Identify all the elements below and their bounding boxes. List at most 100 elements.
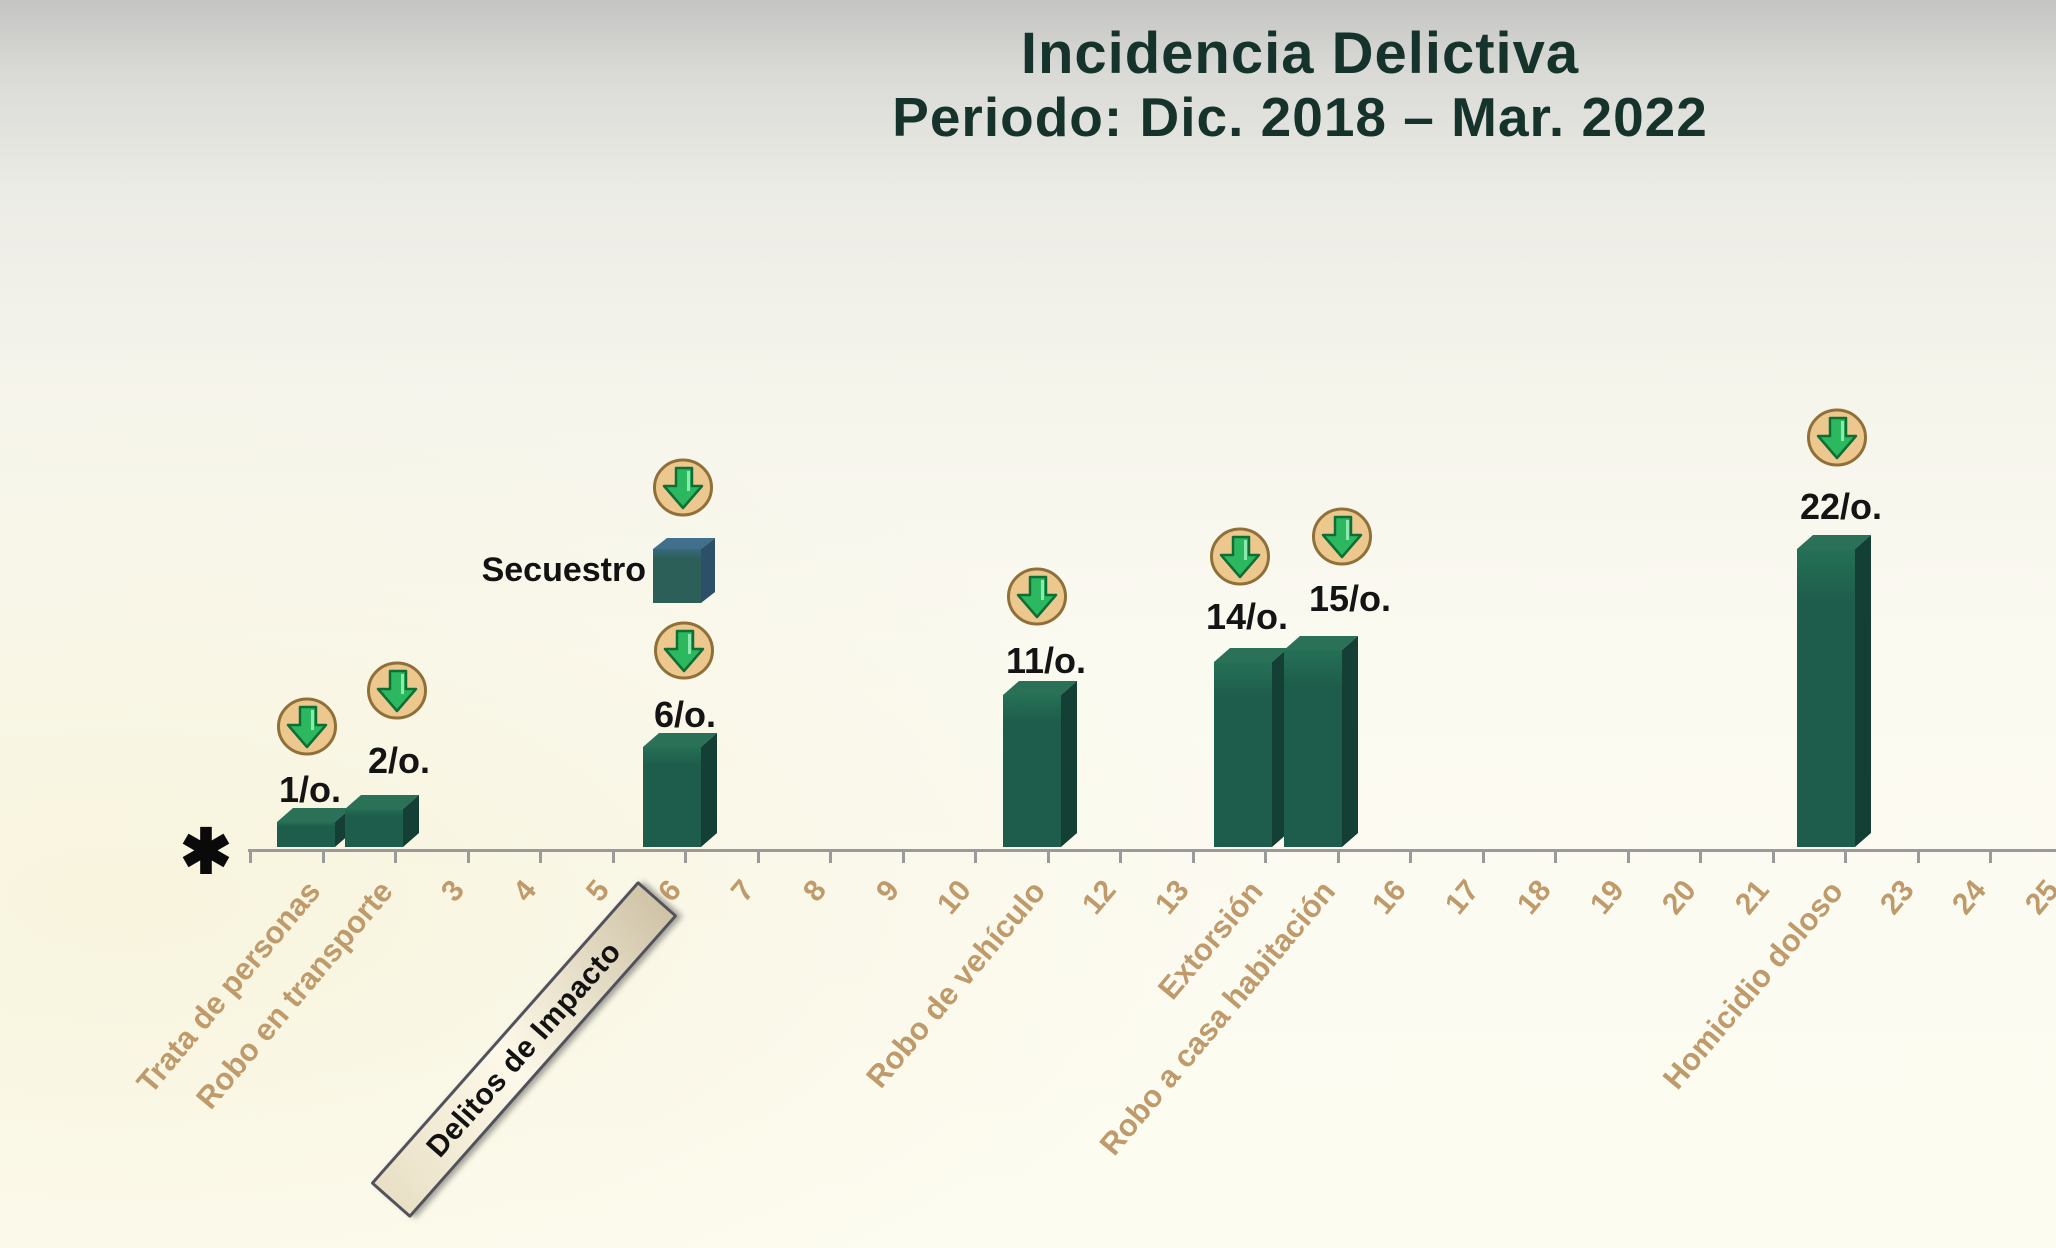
x-axis-tick <box>611 850 615 863</box>
x-axis-tick <box>829 850 832 863</box>
bar-front-face <box>277 822 335 847</box>
x-tick-label-21: 21 <box>1728 874 1776 921</box>
bar-front-face <box>1003 695 1061 847</box>
x-axis-tick <box>1916 850 1920 863</box>
x-tick-label-5: 5 <box>579 874 616 908</box>
chart-title: Incidencia Delictiva <box>1020 21 1580 86</box>
rank-label-homicidio-doloso: 22/o. <box>1799 486 1883 527</box>
decrease-badge <box>276 696 338 758</box>
bar-side-face <box>1855 535 1871 847</box>
footnote-asterisk: ✱ <box>180 818 232 887</box>
x-axis-tick <box>466 850 470 863</box>
rank-label-robo-en-transporte: 2/o. <box>367 740 430 781</box>
x-axis-tick <box>1771 850 1775 863</box>
x-tick-label-8: 8 <box>797 874 834 908</box>
x-tick-label-23: 23 <box>1873 874 1921 921</box>
bar-top-face <box>1284 636 1358 650</box>
decrease-badge <box>1209 526 1271 588</box>
x-tick-label-17: 17 <box>1438 874 1486 921</box>
bar-top-face <box>1003 681 1077 695</box>
x-axis-tick <box>1989 850 1992 863</box>
x-axis-tick <box>1481 850 1485 863</box>
bar-side-face <box>701 538 715 603</box>
decrease-arrow-icon <box>653 458 713 517</box>
x-axis-tick <box>1409 850 1412 863</box>
rank-label-robo-a-casa-habitacion: 15/o. <box>1308 578 1392 619</box>
bar-side-face <box>701 733 717 847</box>
bar-top-face <box>643 733 717 747</box>
decrease-arrow-icon <box>367 661 427 720</box>
rank-label-extorsion: 14/o. <box>1205 596 1289 637</box>
bar-side-face <box>403 795 419 847</box>
decrease-arrow-icon <box>1210 527 1270 586</box>
decrease-arrow-icon <box>1007 567 1067 626</box>
bar-front-face <box>653 549 701 603</box>
bar-robo-en-transporte <box>345 795 419 847</box>
decrease-arrow-icon <box>1312 507 1372 566</box>
bar-top-face <box>653 538 715 549</box>
decrease-badge <box>1311 506 1373 568</box>
x-tick-label-20: 20 <box>1656 874 1704 921</box>
x-tick-label-9: 9 <box>869 874 906 908</box>
x-axis-tick <box>1844 850 1847 863</box>
bar-trata-de-personas <box>277 808 351 847</box>
rank-label-delitos-de-impacto: 6/o. <box>653 694 716 735</box>
decrease-arrow-icon <box>654 621 714 680</box>
x-axis-tick <box>1264 850 1267 863</box>
decrease-badge <box>366 660 428 722</box>
chart-period-subtitle: Periodo: Dic. 2018 – Mar. 2022 <box>892 85 1708 148</box>
x-axis-tick <box>974 850 977 863</box>
x-tick-label-10: 10 <box>931 874 979 921</box>
x-axis-tick <box>1699 850 1702 863</box>
decrease-badge <box>652 457 714 519</box>
x-tick-label-18: 18 <box>1511 874 1559 921</box>
bar-side-face <box>1061 681 1077 847</box>
bar-robo-de-vehiculo <box>1003 681 1077 847</box>
decrease-badge <box>1806 407 1868 469</box>
decrease-arrow-icon <box>1807 408 1867 467</box>
bar-delitos-de-impacto <box>643 733 717 847</box>
x-tick-label-16: 16 <box>1366 874 1414 921</box>
x-axis-tick <box>321 850 325 863</box>
x-tick-label-12: 12 <box>1076 874 1124 921</box>
bar-robo-a-casa-habitacion <box>1284 636 1358 847</box>
x-axis-tick <box>1554 850 1557 863</box>
x-axis-tick <box>1626 850 1630 863</box>
x-axis-tick <box>1119 850 1122 863</box>
delitos-de-impacto-banner: Delitos de Impacto <box>370 880 678 1219</box>
decrease-badge <box>1006 566 1068 628</box>
bar-top-face <box>345 795 419 809</box>
x-tick-label-25: 25 <box>2018 874 2056 921</box>
decrease-arrow-icon <box>277 697 337 756</box>
x-axis-tick <box>249 850 252 863</box>
x-tick-label-7: 7 <box>724 874 761 908</box>
x-axis-tick <box>1191 850 1195 863</box>
x-tick-label-13: 13 <box>1148 874 1196 921</box>
bar-front-face <box>643 747 701 847</box>
secuestro-label: Secuestro <box>481 551 646 589</box>
bar-extorsion <box>1214 648 1288 847</box>
rank-label-trata-de-personas: 1/o. <box>278 769 341 810</box>
bar-front-face <box>1797 549 1855 847</box>
chart-title-block: Incidencia Delictiva Periodo: Dic. 2018 … <box>560 21 2040 148</box>
x-axis-tick <box>1336 850 1340 863</box>
bar-top-face <box>1214 648 1288 662</box>
bar-top-face <box>1797 535 1871 549</box>
x-tick-label-3: 3 <box>434 874 471 908</box>
rank-label-robo-de-vehiculo: 11/o. <box>1005 640 1087 681</box>
x-tick-label-19: 19 <box>1583 874 1631 921</box>
bar-front-face <box>345 809 403 847</box>
x-axis-tick <box>394 850 397 863</box>
x-axis-tick <box>1046 850 1050 863</box>
cube-secuestro <box>653 538 715 603</box>
decrease-badge <box>653 620 715 682</box>
bar-top-face <box>277 808 351 822</box>
bar-front-face <box>1284 650 1342 847</box>
x-tick-label-4: 4 <box>507 874 544 908</box>
bar-homicidio-doloso <box>1797 535 1871 847</box>
x-axis-line <box>248 849 2056 852</box>
x-axis-tick <box>684 850 687 863</box>
x-tick-label-24: 24 <box>1946 874 1994 921</box>
bar-side-face <box>1342 636 1358 847</box>
